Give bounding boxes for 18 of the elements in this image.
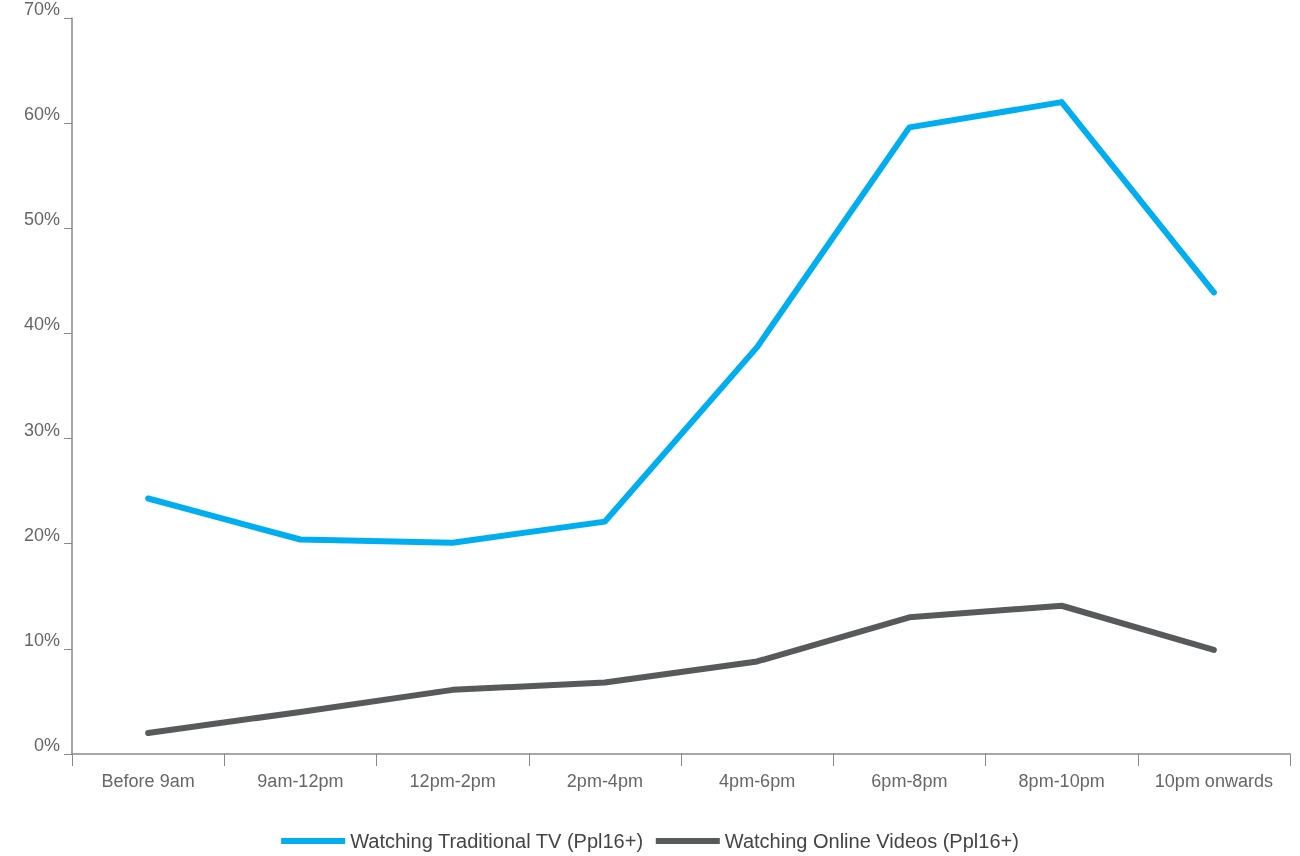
x-tick-label: 8pm-10pm [1018,771,1105,791]
y-tick-label: 30% [23,419,60,440]
y-tick-label: 0% [33,735,60,755]
x-tick-label: 6pm-8pm [871,771,948,791]
x-tick-label: 4pm-6pm [719,771,796,791]
x-tick-label: 10pm onwards [1154,771,1273,791]
legend-label: Watching Online Videos (Ppl16+) [724,830,1019,852]
y-tick-label: 10% [23,629,60,650]
y-tick-label: 40% [23,314,60,335]
x-tick-label: 9am-12pm [257,771,344,791]
x-tick-label: 2pm-4pm [566,771,643,791]
x-tick-label: 12pm-2pm [409,771,496,791]
y-tick-label: 20% [23,524,60,545]
y-tick-label: 50% [23,209,60,230]
y-tick-label: 60% [23,104,60,125]
y-tick-label: 70% [23,0,60,19]
legend-label: Watching Traditional TV (Ppl16+) [350,830,644,852]
x-tick-label: Before 9am [101,771,195,791]
